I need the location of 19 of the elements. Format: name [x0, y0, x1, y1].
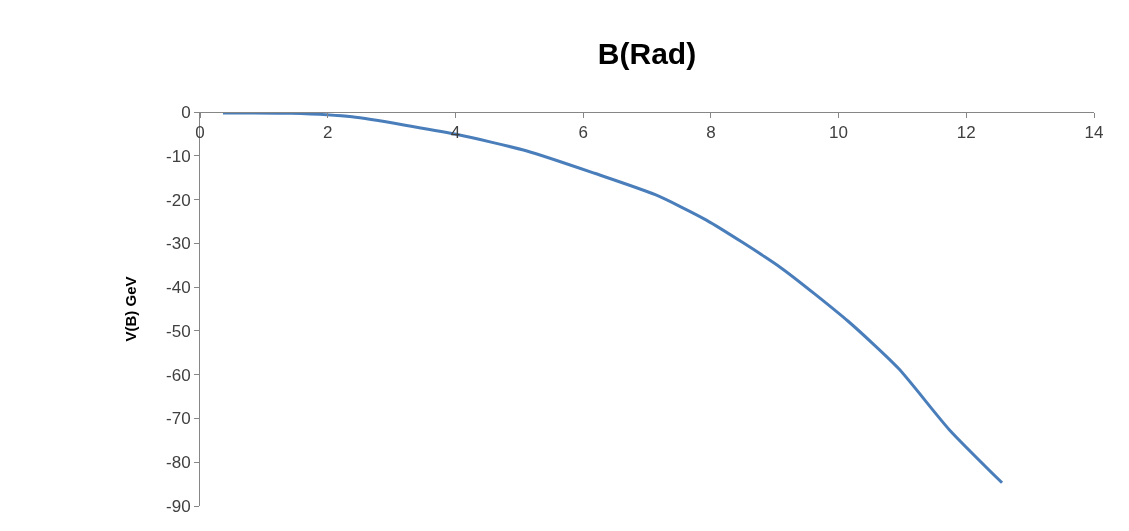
chart-title: B(Rad) — [597, 36, 697, 70]
x-tick-label: 2 — [322, 123, 333, 143]
y-tick-label: -30 — [166, 234, 191, 254]
y-tick-label: -70 — [166, 409, 191, 429]
y-tick-label: -60 — [166, 365, 191, 385]
y-axis-title: V(B) GeV — [122, 276, 140, 342]
y-tick-label: 0 — [181, 102, 191, 122]
y-tick-label: -10 — [166, 146, 191, 166]
x-tick-label: 8 — [706, 123, 716, 143]
y-tick-label: -90 — [166, 496, 191, 516]
x-tick-label: 14 — [1084, 123, 1104, 143]
line-series — [221, 112, 1004, 485]
y-tick-label: -40 — [166, 278, 191, 298]
x-tick-label: 12 — [956, 123, 976, 143]
y-tick-label: -80 — [166, 453, 191, 473]
y-tick-label: -50 — [166, 321, 191, 341]
x-tick-label: 6 — [578, 123, 588, 143]
x-tick-label: 10 — [829, 123, 849, 143]
y-tick-label: -20 — [166, 190, 191, 210]
